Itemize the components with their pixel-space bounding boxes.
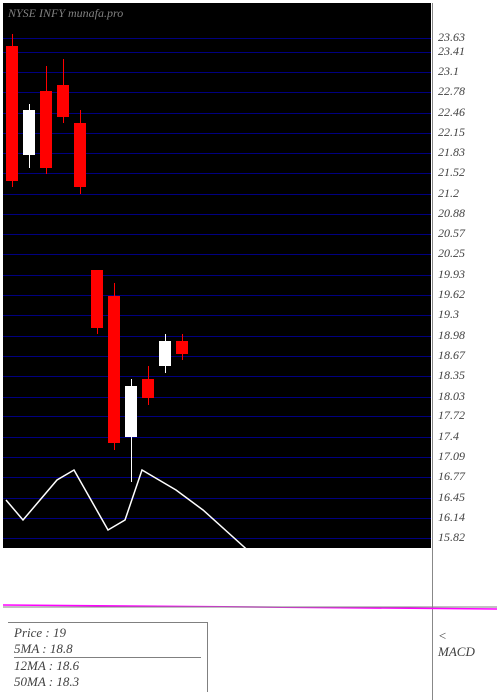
grid-line <box>3 477 431 478</box>
info-line: 12MA : 18.6 <box>14 658 201 674</box>
grid-line <box>3 234 431 235</box>
live-label: <MACD <box>438 628 475 660</box>
price-label: 16.77 <box>438 469 465 484</box>
price-label: 19.93 <box>438 267 465 282</box>
price-label: 18.98 <box>438 328 465 343</box>
grid-line <box>3 254 431 255</box>
chart-title: NYSE INFY munafa.pro <box>8 6 123 21</box>
candle-body <box>74 123 86 187</box>
grid-line <box>3 315 431 316</box>
price-label: 23.41 <box>438 44 465 59</box>
macd-text: MACD <box>438 644 475 660</box>
grid-line <box>3 153 431 154</box>
grid-line <box>3 397 431 398</box>
price-label: 16.45 <box>438 490 465 505</box>
grid-line <box>3 133 431 134</box>
price-label: 22.78 <box>438 84 465 99</box>
price-label: 23.63 <box>438 30 465 45</box>
grid-line <box>3 295 431 296</box>
price-label: 18.35 <box>438 368 465 383</box>
grid-line <box>3 457 431 458</box>
grid-line <box>3 72 431 73</box>
candle-body <box>176 341 188 354</box>
macd-svg <box>3 595 497 625</box>
price-label: 21.52 <box>438 165 465 180</box>
candle-body <box>91 270 103 328</box>
candle-body <box>142 379 154 398</box>
price-label: 17.72 <box>438 408 465 423</box>
macd-label: <MACD <box>438 628 475 660</box>
candle-body <box>23 110 35 155</box>
candle-body <box>108 296 120 443</box>
price-label: 20.25 <box>438 246 465 261</box>
info-line: 50MA : 18.3 <box>14 674 201 690</box>
grid-line <box>3 416 431 417</box>
grid-line <box>3 376 431 377</box>
grid-line <box>3 38 431 39</box>
grid-line <box>3 437 431 438</box>
price-label: 15.82 <box>438 530 465 545</box>
grid-line <box>3 498 431 499</box>
price-label: 19.62 <box>438 287 465 302</box>
candle-body <box>125 386 137 437</box>
candle-body <box>57 85 69 117</box>
candle-body <box>40 91 52 168</box>
price-label: 21.83 <box>438 145 465 160</box>
grid-line <box>3 52 431 53</box>
macd-panel <box>3 595 497 625</box>
price-label: 17.4 <box>438 429 459 444</box>
candle-body <box>6 46 18 180</box>
price-label: 18.03 <box>438 389 465 404</box>
price-info-box: Price : 195MA : 18.812MA : 18.650MA : 18… <box>8 622 208 692</box>
chart-container: NYSE INFY munafa.pro 23.6323.41 23.1 22.78… <box>0 0 500 700</box>
candle-body <box>159 341 171 367</box>
info-line: Price : 19 <box>14 625 201 641</box>
price-label: 22.15 <box>438 125 465 140</box>
price-label: 22.46 <box>438 105 465 120</box>
info-line: 5MA : 18.8 <box>14 641 201 658</box>
price-label: 20.57 <box>438 226 465 241</box>
price-label: 23.1 <box>438 64 459 79</box>
grid-line <box>3 214 431 215</box>
grid-line <box>3 518 431 519</box>
price-label: 17.09 <box>438 449 465 464</box>
grid-line <box>3 275 431 276</box>
price-label: 20.88 <box>438 206 465 221</box>
price-label: 21.2 <box>438 186 459 201</box>
grid-line <box>3 538 431 539</box>
grid-line <box>3 194 431 195</box>
price-label: 19.3 <box>438 307 459 322</box>
price-label: 16.14 <box>438 510 465 525</box>
price-label: 18.67 <box>438 348 465 363</box>
grid-line <box>3 356 431 357</box>
grid-line <box>3 336 431 337</box>
grid-line <box>3 173 431 174</box>
